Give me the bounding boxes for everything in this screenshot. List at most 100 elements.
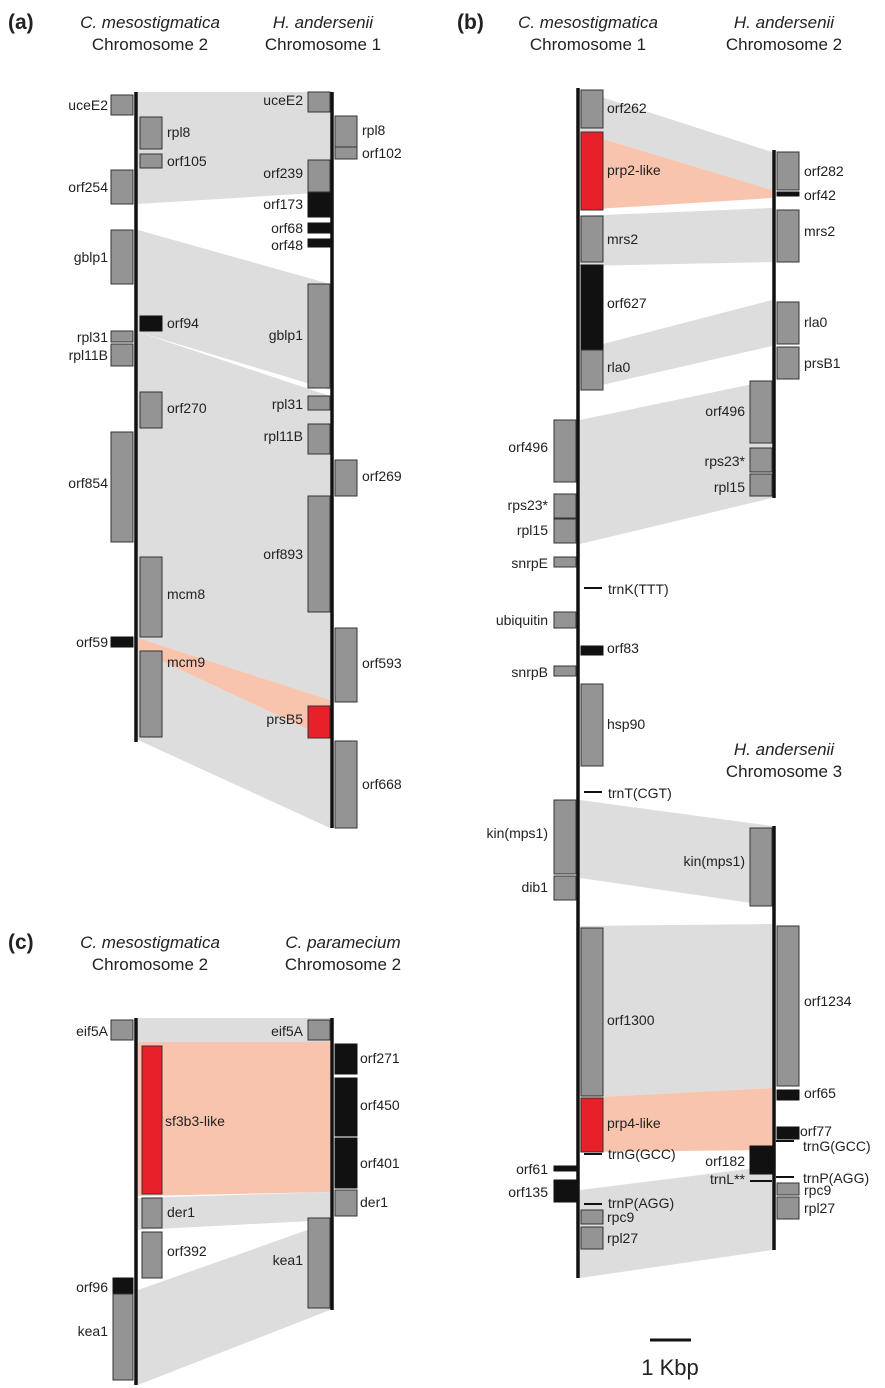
gene-block-hsp90 (581, 684, 603, 766)
panel-b-letter: (b) (457, 11, 484, 34)
gene-block-eif5a (111, 1020, 133, 1040)
synteny-ribbon (580, 924, 772, 1098)
gene-label-orf854: orf854 (68, 475, 108, 491)
gene-block-rpl15 (750, 474, 772, 496)
gene-label-rpl27: rpl27 (804, 1200, 835, 1216)
gene-label-orf496: orf496 (705, 403, 745, 419)
gene-label-dib1: dib1 (522, 879, 549, 895)
gene-label-rpl15: rpl15 (517, 522, 548, 538)
gene-label-orf42: orf42 (804, 187, 836, 203)
gene-block-snrpb (554, 666, 576, 676)
gene-label-rps23: rps23* (705, 453, 746, 469)
panel-a-right-chrom: Chromosome 1 (265, 35, 381, 54)
gene-label-trng-gcc: trnG(GCC) (803, 1138, 871, 1154)
gene-block-kin-mps1 (750, 828, 772, 906)
gene-block-orf854 (111, 432, 133, 542)
gene-block-orf450 (335, 1078, 357, 1136)
gene-label-rpl8: rpl8 (167, 124, 191, 140)
panel-c-right-chrom: Chromosome 2 (285, 955, 401, 974)
gene-label-orf262: orf262 (607, 100, 647, 116)
gene-block-orf83 (581, 646, 603, 655)
gene-label-snrpb: snrpB (511, 664, 548, 680)
gene-block-rpc9 (581, 1210, 603, 1224)
panel-b-left-species: C. mesostigmatica (518, 13, 658, 32)
gene-block-orf182 (750, 1146, 772, 1174)
gene-block-mcm8 (140, 557, 162, 637)
panel-c-left-species: C. mesostigmatica (80, 933, 220, 952)
gene-label-rps23: rps23* (508, 497, 549, 513)
gene-block-dib1 (554, 876, 576, 900)
gene-block-rpl27 (777, 1197, 799, 1219)
synteny-ribbon (138, 92, 330, 204)
gene-block-orf262 (581, 90, 603, 128)
gene-block-rpl15 (554, 519, 576, 543)
gene-block-eif5a (308, 1020, 330, 1040)
gene-block-rla0 (777, 302, 799, 344)
gene-label-orf593: orf593 (362, 655, 402, 671)
gene-label-orf893: orf893 (263, 546, 303, 562)
gene-label-trng-gcc: trnG(GCC) (608, 1146, 676, 1162)
gene-block-orf77 (777, 1127, 799, 1139)
gene-label-mcm9: mcm9 (167, 654, 205, 670)
gene-block-orf173 (308, 193, 330, 217)
gene-block-orf269 (335, 460, 357, 496)
gene-label-orf450: orf450 (360, 1097, 400, 1113)
gene-block-prp2-like (581, 132, 603, 210)
gene-label-orf392: orf392 (167, 1243, 207, 1259)
gene-block-gblp1 (111, 230, 133, 284)
gene-block-orf496 (554, 420, 576, 482)
gene-label-rpl11b: rpl11B (69, 347, 108, 363)
gene-block-orf401 (335, 1138, 357, 1188)
gene-label-orf102: orf102 (362, 145, 402, 161)
gene-label-rpl8: rpl8 (362, 122, 386, 138)
gene-block-rpl31 (308, 396, 330, 410)
gene-block-orf282 (777, 152, 799, 190)
gene-label-ubiquitin: ubiquitin (496, 612, 548, 628)
gene-block-rla0 (581, 350, 603, 390)
gene-label-orf135: orf135 (508, 1184, 548, 1200)
gene-label-orf61: orf61 (516, 1161, 548, 1177)
gene-label-orf173: orf173 (263, 196, 303, 212)
gene-block-rps23 (750, 448, 772, 472)
gene-block-orf68 (308, 223, 330, 233)
synteny-ribbons (138, 90, 772, 1385)
gene-block-kin-mps1 (554, 800, 576, 874)
gene-label-ucee2: uceE2 (68, 97, 108, 113)
gene-block-kea1 (308, 1218, 330, 1308)
gene-block-rps23 (554, 494, 576, 518)
gene-block-ubiquitin (554, 612, 576, 628)
panel-a-left-chrom: Chromosome 2 (92, 35, 208, 54)
gene-block-rpl11b (308, 424, 330, 454)
gene-block-rpl31 (111, 331, 133, 342)
gene-label-hsp90: hsp90 (607, 716, 645, 732)
gene-label-mrs2: mrs2 (607, 231, 638, 247)
panel-c-letter: (c) (8, 931, 34, 954)
gene-block-mrs2 (777, 210, 799, 262)
gene-label-kea1: kea1 (78, 1323, 109, 1339)
gene-label-rpc9: rpc9 (804, 1182, 831, 1198)
scale-bar-label: 1 Kbp (641, 1355, 699, 1380)
gene-label-orf83: orf83 (607, 640, 639, 656)
gene-label-prp4-like: prp4-like (607, 1115, 661, 1131)
gene-label-rpl31: rpl31 (272, 396, 303, 412)
gene-label-orf1234: orf1234 (804, 993, 852, 1009)
gene-block-orf668 (335, 741, 357, 828)
gene-block-rpl8 (140, 117, 162, 149)
gene-label-orf77: orf77 (800, 1123, 832, 1139)
gene-label-orf96: orf96 (76, 1279, 108, 1295)
gene-label-orf239: orf239 (263, 165, 303, 181)
gene-label-rpc9: rpc9 (607, 1209, 634, 1225)
gene-label-snrpe: snrpE (511, 555, 548, 571)
gene-block-snrpe (554, 557, 576, 567)
gene-label-kin-mps1: kin(mps1) (684, 853, 745, 869)
gene-block-orf42 (777, 192, 799, 196)
gene-block-orf254 (111, 170, 133, 204)
gene-label-trnt-cgt: trnT(CGT) (608, 785, 672, 801)
gene-block-sf3b3-like (142, 1046, 162, 1194)
gene-label-trnk-ttt: trnK(TTT) (608, 581, 669, 597)
gene-block-orf496 (750, 381, 772, 443)
gene-label-orf1300: orf1300 (607, 1012, 655, 1028)
synteny-ribbon (138, 332, 330, 700)
gene-label-rpl31: rpl31 (77, 329, 108, 345)
